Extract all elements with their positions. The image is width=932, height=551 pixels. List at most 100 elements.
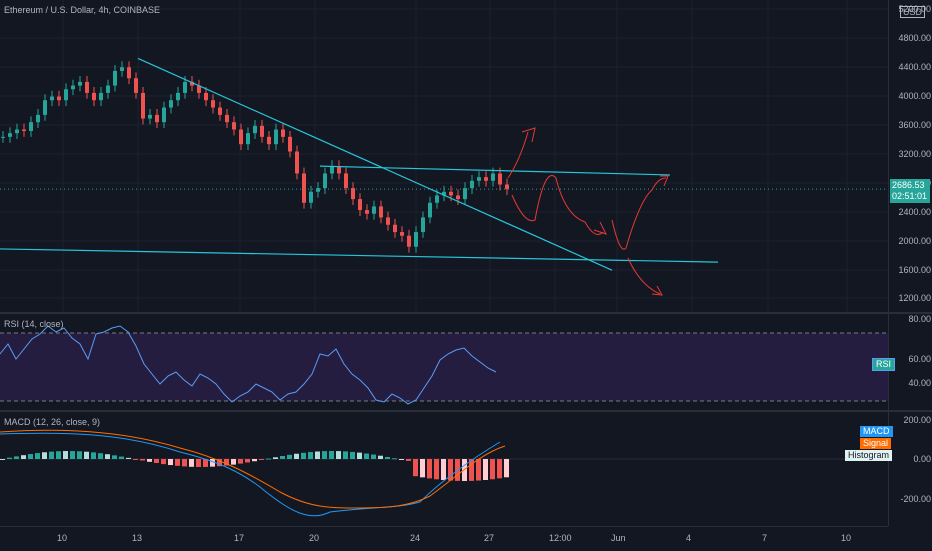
macd-histogram-bar bbox=[301, 452, 306, 459]
candle-body bbox=[456, 195, 460, 200]
price-pane[interactable]: Ethereum / U.S. Dollar, 4h, COINBASE bbox=[0, 0, 888, 312]
candle-body bbox=[246, 133, 250, 145]
macd-histogram-bar bbox=[56, 451, 61, 459]
macd-histogram-bar bbox=[112, 455, 117, 459]
candle-body bbox=[253, 125, 257, 134]
macd-histogram-bar bbox=[427, 459, 432, 479]
macd-histogram-bar bbox=[0, 459, 5, 460]
macd-histogram-bar bbox=[504, 459, 509, 478]
descending-trendline bbox=[137, 57, 613, 271]
time-axis[interactable]: 10 13 17 20 24 27 12:00 Jun 4 7 10 bbox=[0, 526, 888, 551]
price-tick-label: 4400.00 bbox=[898, 62, 931, 72]
macd-histogram-bar bbox=[35, 453, 40, 459]
rsi-chart[interactable] bbox=[0, 314, 888, 410]
pane-separator[interactable] bbox=[0, 410, 932, 412]
macd-histogram-bar bbox=[84, 451, 89, 459]
pane-separator[interactable] bbox=[0, 312, 932, 314]
macd-histogram-bar bbox=[287, 454, 292, 459]
macd-histogram-bar bbox=[28, 454, 33, 459]
macd-histogram-bar bbox=[280, 456, 285, 459]
candle-body bbox=[50, 96, 54, 101]
drawing-arrow-up bbox=[507, 127, 536, 179]
price-chart[interactable] bbox=[0, 0, 888, 312]
countdown-badge: 02:51:01 bbox=[890, 190, 930, 203]
candle-body bbox=[64, 89, 68, 101]
rsi-badge: RSI bbox=[872, 358, 896, 371]
candle-body bbox=[120, 67, 124, 71]
candle-body bbox=[22, 129, 26, 131]
rsi-tick-label: 80.00 bbox=[908, 314, 931, 324]
candle-body bbox=[484, 177, 488, 181]
macd-histogram-bar bbox=[483, 459, 488, 481]
macd-legend-macd: MACD bbox=[860, 426, 893, 437]
candle-body bbox=[113, 70, 117, 86]
candle-body bbox=[344, 173, 348, 189]
candle-body bbox=[57, 96, 61, 101]
currency-badge[interactable]: USD bbox=[900, 6, 926, 18]
time-tick-label: 4 bbox=[686, 533, 692, 543]
candle-body bbox=[358, 199, 362, 211]
time-tick-label: 12:00 bbox=[549, 533, 572, 543]
candle-body bbox=[414, 232, 418, 247]
candle-body bbox=[365, 210, 369, 214]
drawing-arrow-down bbox=[627, 257, 663, 296]
rsi-title: RSI (14, close) bbox=[4, 319, 64, 329]
macd-pane[interactable]: MACD (12, 26, close, 9) bbox=[0, 412, 888, 524]
candle-body bbox=[78, 81, 82, 86]
candle-body bbox=[470, 180, 474, 189]
candle-body bbox=[239, 129, 243, 145]
candle-body bbox=[211, 100, 215, 108]
chart-title: Ethereum / U.S. Dollar, 4h, COINBASE bbox=[4, 5, 161, 15]
rsi-axis[interactable]: 80.00 60.00 40.00 bbox=[888, 314, 932, 410]
candle-body bbox=[197, 85, 201, 93]
candle-body bbox=[498, 173, 502, 185]
macd-histogram-bar bbox=[343, 451, 348, 459]
macd-histogram-bar bbox=[168, 459, 173, 466]
macd-chart[interactable] bbox=[0, 412, 888, 524]
candle-body bbox=[71, 85, 75, 90]
macd-histogram-bar bbox=[364, 453, 369, 459]
macd-histogram-bar bbox=[322, 451, 327, 459]
macd-histogram-bar bbox=[406, 459, 411, 461]
macd-histogram-bar bbox=[476, 459, 481, 481]
macd-histogram-bar bbox=[91, 452, 96, 459]
time-tick-label: 13 bbox=[132, 533, 143, 543]
macd-axis[interactable]: 200.00 0.00 -200.00 bbox=[888, 412, 932, 526]
drawing-arrow-right bbox=[611, 175, 669, 250]
macd-histogram-bar bbox=[308, 452, 313, 459]
rsi-pane[interactable]: RSI (14, close) bbox=[0, 314, 888, 410]
price-tick-label: 2000.00 bbox=[898, 236, 931, 246]
macd-histogram-bar bbox=[98, 453, 103, 459]
candle-body bbox=[316, 188, 320, 192]
candle-body bbox=[15, 129, 19, 134]
macd-histogram-bar bbox=[147, 459, 152, 462]
time-tick-label: 17 bbox=[234, 533, 245, 543]
price-tick-label: 5200.00 bbox=[898, 4, 931, 14]
candle-body bbox=[421, 217, 425, 233]
candle-body bbox=[281, 129, 285, 137]
candle-body bbox=[428, 202, 432, 218]
price-tick-label: 1200.00 bbox=[898, 293, 931, 303]
macd-histogram-bar bbox=[154, 459, 159, 464]
time-tick-label: 10 bbox=[841, 533, 852, 543]
macd-tick-label: 200.00 bbox=[903, 415, 931, 425]
macd-histogram-bar bbox=[357, 452, 362, 459]
time-tick-label: 10 bbox=[57, 533, 68, 543]
candle-body bbox=[386, 217, 390, 225]
macd-histogram-bar bbox=[259, 459, 264, 460]
price-tick-label: 3200.00 bbox=[898, 149, 931, 159]
macd-histogram-bar bbox=[420, 459, 425, 478]
candle-body bbox=[1, 136, 5, 138]
time-tick-label: Jun bbox=[611, 533, 626, 543]
candle-body bbox=[134, 78, 138, 93]
candle-body bbox=[43, 100, 47, 115]
macd-histogram-bar bbox=[441, 459, 446, 481]
signal-line bbox=[0, 429, 506, 509]
macd-legend-signal: Signal bbox=[860, 438, 892, 449]
price-tick-label: 2400.00 bbox=[898, 207, 931, 217]
macd-title: MACD (12, 26, close, 9) bbox=[4, 417, 101, 427]
drawing-path bbox=[511, 175, 604, 235]
candle-body bbox=[225, 114, 229, 123]
price-axis[interactable]: 5200.00 4800.00 4400.00 4000.00 3600.00 3200.… bbox=[888, 0, 932, 312]
candle-body bbox=[176, 92, 180, 101]
